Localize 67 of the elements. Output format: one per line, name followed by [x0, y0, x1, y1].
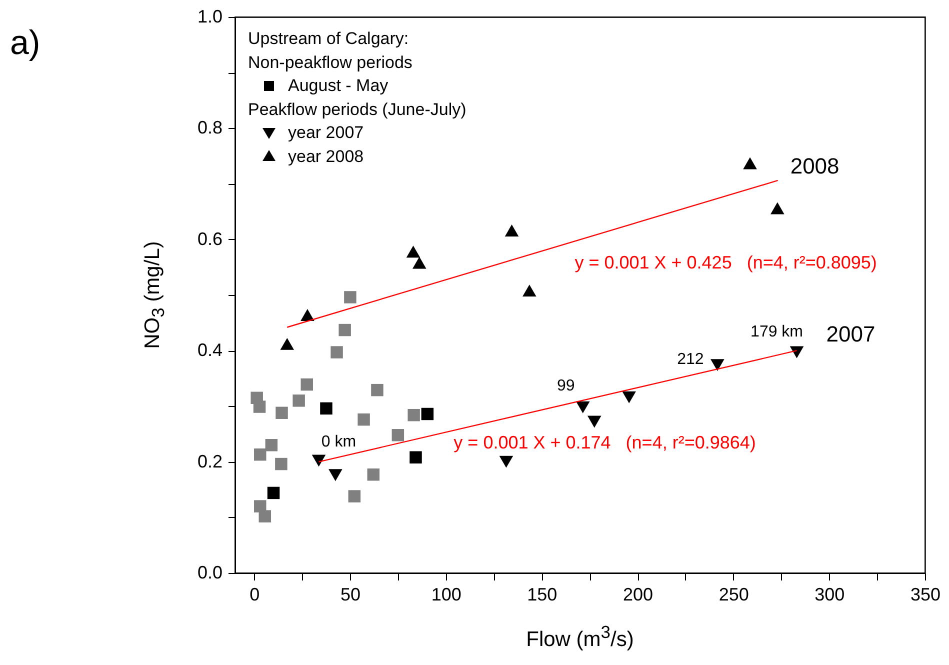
- point: [275, 458, 288, 470]
- x-tick-label: 0: [250, 584, 260, 604]
- point: [344, 291, 356, 304]
- point: [348, 490, 361, 502]
- x-tick-label: 100: [431, 584, 462, 604]
- point: [504, 224, 519, 236]
- point: [328, 469, 342, 482]
- point: [499, 456, 514, 468]
- point: [300, 378, 313, 391]
- y-tick-label: 0.0: [197, 562, 222, 582]
- point: [330, 346, 343, 358]
- annotation: 179 km: [750, 323, 804, 340]
- point: [790, 346, 804, 358]
- x-tick-label: 350: [910, 584, 941, 604]
- annotation: 212: [677, 351, 704, 368]
- annotation: 99: [556, 377, 575, 394]
- point: [587, 416, 602, 428]
- point: [280, 338, 294, 350]
- point: [770, 202, 784, 214]
- annotation: y = 0.001 X + 0.174 (n=4, r²=0.9864): [454, 432, 756, 453]
- annotation: y = 0.001 X + 0.425 (n=4, r²=0.8095): [574, 252, 877, 272]
- point: [312, 454, 326, 467]
- point: [300, 309, 314, 321]
- y-tick-label: 0.8: [197, 118, 222, 138]
- y-tick-label: 0.4: [197, 340, 222, 360]
- x-tick-label: 200: [622, 584, 654, 604]
- point: [408, 408, 420, 422]
- annotation: 2007: [826, 322, 876, 347]
- x-tick-label: 250: [718, 584, 749, 604]
- x-tick-label: 300: [814, 584, 845, 604]
- text: a): [10, 24, 40, 63]
- point: [421, 408, 434, 420]
- x-tick-label: 50: [340, 584, 361, 604]
- point: [338, 324, 351, 336]
- point: [710, 359, 724, 372]
- point: [358, 413, 370, 426]
- point: [371, 384, 384, 396]
- point: [367, 468, 380, 481]
- point: [410, 451, 422, 464]
- x-tick-label: 150: [527, 584, 558, 604]
- point: [522, 284, 536, 297]
- point: [406, 246, 420, 258]
- point: [576, 401, 590, 414]
- point: [253, 400, 266, 413]
- annotation: Peakflow periods (June-July): [248, 98, 466, 120]
- y-tick-label: 0.6: [197, 228, 222, 249]
- point: [254, 448, 266, 461]
- point: [292, 394, 305, 407]
- point: [276, 406, 288, 419]
- x-axis-title: Flow (m$^{3}$/s): [526, 622, 634, 652]
- annotation: 2008: [790, 153, 840, 178]
- legend-title: Upstream of Calgary:: [248, 28, 410, 50]
- point: [412, 256, 426, 269]
- annotation: Non-peakflow periods: [248, 52, 414, 74]
- point: [320, 402, 332, 415]
- point: [743, 157, 757, 170]
- legend-label: year 2008: [288, 146, 364, 168]
- point: [258, 510, 272, 522]
- point: [265, 438, 278, 452]
- point: [622, 391, 636, 404]
- point: [392, 428, 404, 442]
- y-tick-label: 0.2: [197, 451, 222, 472]
- legend-label: year 2007: [288, 122, 364, 144]
- point: [267, 486, 280, 500]
- legend-label: August - May: [288, 75, 388, 97]
- y-tick-label: 1.0: [197, 6, 222, 26]
- annotation: 0 km: [321, 434, 356, 451]
